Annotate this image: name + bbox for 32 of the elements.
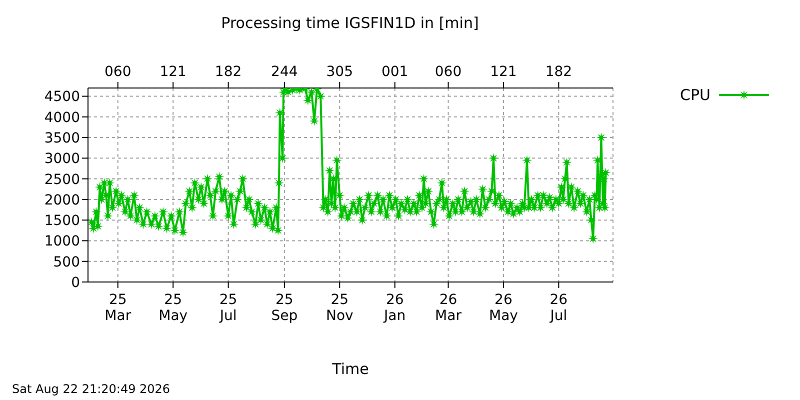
x-tick-label: 25 Nov [326, 292, 354, 324]
y-tick-label: 3500 [44, 130, 80, 146]
x2-tick-label: 182 [214, 64, 242, 80]
x2-tick-label: 182 [545, 64, 572, 80]
y-tick-label: 0 [71, 274, 80, 291]
x-tick-label: 25 Sep [271, 292, 298, 324]
y-tick-label: 1000 [44, 234, 80, 250]
x-tick-label: 25 May [158, 292, 188, 324]
x-tick-label: 25 Mar [104, 292, 132, 324]
x2-tick-label: 244 [271, 64, 298, 80]
text: Sat Aug 22 21:20:49 2026 [12, 382, 170, 396]
x2-tick-label: 305 [326, 64, 354, 80]
chart-title: Processing time IGSFIN1D in [min] [220, 14, 480, 32]
x2-tick-label: 060 [434, 64, 462, 80]
x-tick-label: 26 May [489, 292, 518, 324]
x-tick-label: 26 Mar [435, 292, 462, 324]
y-tick-label: 1500 [44, 213, 80, 230]
y-tick-label: 2000 [44, 192, 80, 208]
y-tick-label: 4500 [44, 89, 80, 106]
x-axis-title: Time [331, 360, 370, 378]
x2-tick-label: 060 [104, 64, 132, 80]
x2-tick-label: 001 [381, 64, 408, 80]
y-tick-label: 500 [53, 254, 80, 270]
x-tick-label: 26 Jul [549, 292, 568, 324]
x2-tick-label: 121 [160, 64, 186, 80]
y-tick-label: 4000 [44, 110, 80, 126]
x-tick-label: 26 Jan [383, 292, 406, 324]
legend-label: CPU [680, 86, 710, 104]
y-tick-label: 3000 [44, 151, 80, 168]
x2-tick-label: 121 [490, 64, 517, 80]
x-tick-label: 25 Jul [218, 292, 238, 324]
y-tick-label: 2500 [44, 172, 80, 188]
